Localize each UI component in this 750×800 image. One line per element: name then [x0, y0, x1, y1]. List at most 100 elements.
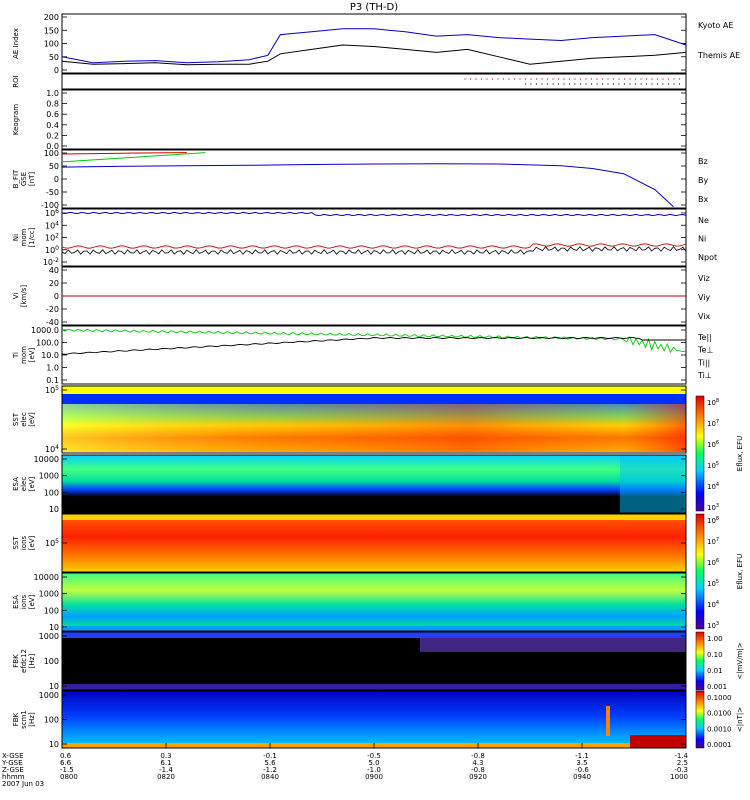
ytick-label-fbk2: 1000 — [39, 691, 59, 700]
legend-vi-2: Vix — [698, 312, 711, 321]
ytick-label-vi: 40 — [49, 266, 59, 275]
panel-frame-ti — [61, 325, 687, 385]
ytick-label-vi: -20 — [46, 305, 59, 314]
roi-dot — [568, 78, 571, 80]
roi-dot — [623, 83, 626, 85]
ytick-label-ae: 0 — [54, 66, 59, 75]
ytick-label-bfit: 100 — [44, 149, 59, 158]
ytick-label-ti: 1000.0 — [31, 326, 59, 335]
panel-frame-ni — [61, 208, 687, 267]
roi-dot — [508, 78, 510, 80]
roi-dot — [596, 78, 598, 80]
colorbar-tick-eflux2: 105 — [707, 579, 719, 588]
legend-bfit-1: By — [698, 176, 708, 185]
roi-dot — [574, 78, 576, 80]
spectrogram-images — [62, 386, 686, 748]
roi-dot — [662, 83, 664, 85]
ytick-label-fbk2: 10 — [49, 740, 59, 749]
roi-dot — [607, 78, 609, 80]
roi-dot — [667, 78, 670, 80]
legend-ni-2: Npot — [698, 253, 717, 262]
xtick-x-gse: -0.5 — [367, 752, 381, 760]
ytick-label-sst2: 105 — [45, 538, 59, 548]
colorbar-tick-fbk2: 0.0010 — [707, 725, 732, 733]
ytick-label-esa2: 100 — [44, 606, 59, 615]
roi-dot — [612, 83, 615, 85]
legend-ae-1: Themis AE — [697, 51, 740, 60]
ylabel-fbk1-1: efdc12 — [20, 649, 28, 673]
ytick-label-ae: 50 — [49, 53, 59, 62]
ytick-label-ni: 10-2 — [43, 257, 59, 267]
roi-dot — [678, 83, 681, 85]
ylabel-sst1-2: [eV] — [28, 412, 36, 427]
roi-dot — [596, 83, 598, 85]
series-line-bfit-0 — [61, 152, 187, 155]
ytick-label-ti: 0.1 — [46, 376, 59, 385]
roi-dot — [640, 83, 642, 85]
legend-ni-1: Ni — [698, 235, 706, 244]
roi-dot — [574, 83, 576, 85]
ytick-label-ni: 100 — [45, 245, 59, 255]
legend-ae-0: Kyoto AE — [698, 21, 733, 30]
ytick-label-ae: 100 — [44, 40, 59, 49]
ytick-label-ae: 150 — [44, 26, 59, 35]
xtick-y-gse: 3.5 — [576, 759, 587, 767]
colorbar-tick-eflux1: 106 — [707, 440, 719, 449]
roi-dot — [513, 78, 516, 80]
ytick-label-fbk1: 1000 — [39, 632, 59, 641]
roi-dot — [563, 83, 565, 85]
xtick-hhmm: 0800 — [60, 773, 78, 781]
legend-bfit-0: Bz — [698, 157, 708, 166]
ytick-label-ti: 100.0 — [36, 339, 59, 348]
roi-dot — [601, 78, 604, 80]
legend-bfit-2: Bx — [698, 195, 708, 204]
roi-dot — [656, 78, 659, 80]
roi-dot — [673, 78, 675, 80]
panel-frame-keogram — [61, 89, 687, 150]
ytick-label-keogram: 1.0 — [46, 89, 59, 98]
roi-dot — [634, 78, 637, 80]
panel-frame-bfit — [61, 149, 687, 209]
xtick-y-gse: 5.0 — [368, 759, 379, 767]
colorbar-tick-fbk2: 0.0001 — [707, 741, 732, 749]
roi-dot — [629, 78, 631, 80]
legend-vi-1: Viy — [698, 293, 711, 302]
roi-dot — [678, 78, 681, 80]
xaxis-row-label-0: X-GSE — [2, 752, 24, 760]
xtick-hhmm: 1000 — [670, 773, 688, 781]
roi-dot — [552, 78, 554, 80]
panel-frame-roi — [61, 73, 687, 90]
roi-dot — [524, 78, 527, 80]
ytick-label-bfit: 50 — [49, 162, 59, 171]
xtick-hhmm: 0920 — [469, 773, 487, 781]
colorbar-tick-eflux2: 108 — [707, 516, 719, 525]
ylabel-sst1-0: SST — [12, 412, 20, 426]
colorbar-tick-fbk1: 1.00 — [707, 635, 723, 643]
ytick-label-vi: 20 — [49, 279, 59, 288]
colorbar-tick-eflux2: 103 — [707, 621, 719, 630]
ytick-label-esa2: 10000 — [34, 573, 59, 582]
ytick-label-keogram: 0.8 — [46, 100, 59, 109]
roi-dot — [667, 83, 670, 85]
roi-dot — [568, 83, 571, 85]
ylabel-ni-0: Ni — [12, 234, 20, 241]
roi-dot — [673, 83, 675, 85]
ylabel-bfit-2: [nT] — [28, 172, 36, 186]
xtick-y-gse: 6.1 — [160, 759, 171, 767]
ylabel-esa1-1: elec — [20, 477, 28, 492]
roi-dot — [612, 78, 615, 80]
colorbar-label-eflux1: Eflux, EFU — [736, 436, 744, 471]
roi-dot — [585, 78, 587, 80]
series-line-ti-tepar — [61, 337, 686, 355]
legend-vi-0: Viz — [698, 274, 710, 283]
roi-dot — [651, 83, 653, 85]
ytick-label-esa2: 10 — [49, 623, 59, 632]
roi-dot — [623, 78, 626, 80]
ytick-label-sst1: 105 — [45, 385, 59, 395]
ytick-label-fbk1: 100 — [44, 657, 59, 666]
ytick-label-esa1: 1000 — [39, 472, 59, 481]
series-line-bfit-2 — [61, 163, 674, 208]
roi-dot — [601, 83, 604, 85]
ylabel-fbk1-0: FBK — [12, 654, 20, 668]
roi-dot — [585, 83, 587, 85]
